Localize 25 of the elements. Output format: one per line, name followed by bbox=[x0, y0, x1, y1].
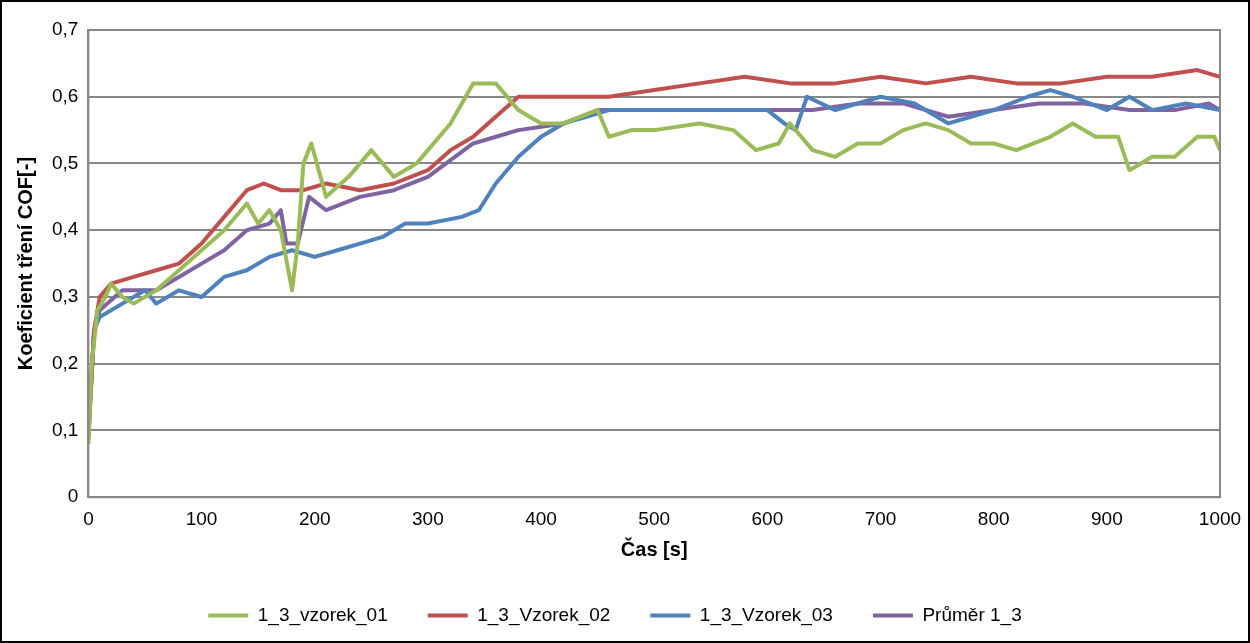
x-tick-label: 500 bbox=[638, 507, 671, 529]
y-tick-label: 0,2 bbox=[51, 351, 79, 373]
y-tick-label: 0 bbox=[67, 485, 79, 507]
y-tick-label: 0,3 bbox=[51, 285, 79, 307]
y-tick-label: 0,6 bbox=[51, 84, 79, 106]
x-tick-label: 200 bbox=[298, 507, 331, 529]
x-tick-label: 900 bbox=[1090, 507, 1123, 529]
y-tick-label: 0,5 bbox=[51, 151, 79, 173]
x-axis-title: Čas [s] bbox=[620, 536, 688, 560]
x-tick-label: 1000 bbox=[1198, 507, 1242, 529]
x-tick-label: 400 bbox=[525, 507, 557, 529]
legend-label: 1_3_Vzorek_03 bbox=[699, 603, 833, 626]
y-axis-title: Koeficient tření COF[-] bbox=[13, 156, 36, 371]
y-tick-label: 0,7 bbox=[51, 18, 79, 40]
y-tick-label: 0,1 bbox=[51, 418, 79, 440]
legend-label: 1_3_vzorek_01 bbox=[257, 603, 388, 626]
x-tick-label: 600 bbox=[751, 507, 784, 529]
x-tick-label: 0 bbox=[83, 507, 94, 529]
y-tick-label: 0,4 bbox=[51, 218, 79, 240]
x-tick-label: 700 bbox=[864, 507, 897, 529]
x-tick-label: 300 bbox=[412, 507, 444, 529]
legend-label: 1_3_Vzorek_02 bbox=[477, 603, 611, 626]
x-tick-label: 800 bbox=[977, 507, 1010, 529]
legend-label: Průměr 1_3 bbox=[922, 603, 1022, 626]
x-tick-label: 100 bbox=[185, 507, 218, 529]
